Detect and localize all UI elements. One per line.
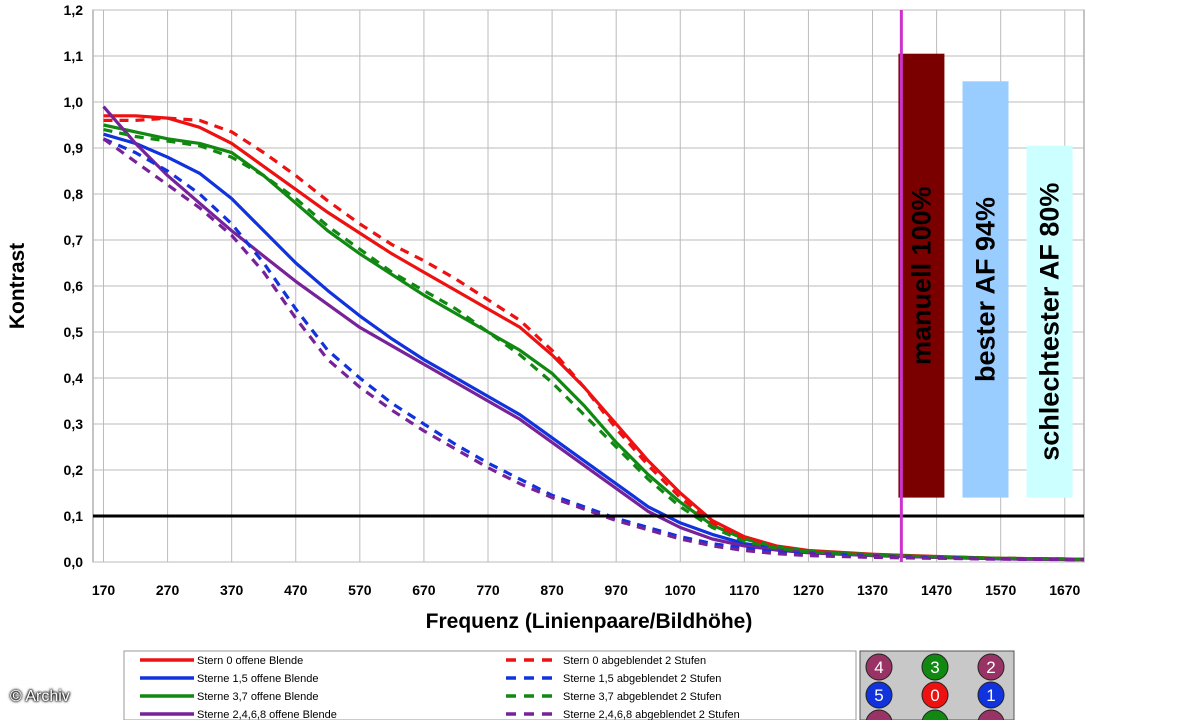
y-tick-label: 1,1 (64, 48, 84, 64)
y-tick-label: 0,3 (64, 416, 84, 432)
x-tick-label: 470 (284, 582, 308, 598)
y-tick-label: 0,9 (64, 140, 84, 156)
y-tick-label: 0,2 (64, 462, 84, 478)
y-tick-label: 0,7 (64, 232, 84, 248)
legend-entry: Stern 0 offene Blende (197, 655, 303, 667)
legend-entry: Sterne 3,7 abgeblendet 2 Stufen (563, 691, 721, 703)
x-tick-label: 1370 (857, 582, 888, 598)
star-key-label: 0 (930, 686, 939, 705)
y-axis-title: Kontrast (6, 243, 29, 329)
star-key-dot (865, 681, 893, 709)
legend-box (123, 650, 857, 720)
star-key: 4 3 2 5 0 1 (865, 653, 1005, 720)
x-tick-label: 1170 (729, 582, 760, 598)
x-tick-label: 170 (92, 582, 116, 598)
legend-entry: Stern 0 abgeblendet 2 Stufen (563, 655, 706, 667)
copyright-notice: © Archiv (10, 688, 70, 705)
x-tick-label: 270 (156, 582, 180, 598)
legend-entry: Sterne 1,5 offene Blende (197, 673, 319, 685)
legend-entry: Sterne 2,4,6,8 offene Blende (197, 709, 337, 720)
series-line (103, 123, 1085, 561)
series-line (102, 137, 1085, 562)
x-tick-label: 570 (348, 582, 372, 598)
star-key-dot (865, 653, 893, 681)
star-key-label: 1 (986, 686, 995, 705)
x-tick-label: 670 (412, 582, 436, 598)
y-tick-label: 0,8 (64, 186, 84, 202)
series-line (103, 128, 1085, 561)
legend-entry: Sterne 1,5 abgeblendet 2 Stufen (563, 673, 721, 685)
bar (962, 81, 1009, 498)
star-key-label: 4 (874, 658, 883, 677)
star-key-label: 3 (930, 658, 939, 677)
bar (1026, 145, 1073, 498)
x-tick-labels: 170 270 370 470 570 670 770 870 970 1070 1170 1270 1… (92, 582, 1081, 598)
x-tick-label: 1470 (921, 582, 952, 598)
star-key-label: 5 (874, 686, 883, 705)
bar-label: schlechtester AF 80% (1035, 183, 1065, 461)
y-tick-label: 1,0 (64, 94, 84, 110)
star-key-dot (977, 709, 1005, 720)
x-axis-title: Frequenz (Linienpaare/Bildhöhe) (426, 610, 753, 633)
star-key-dot (921, 653, 949, 681)
x-tick-label: 870 (540, 582, 564, 598)
x-tick-label: 1270 (793, 582, 824, 598)
x-tick-label: 970 (605, 582, 629, 598)
star-key-dot (921, 709, 949, 720)
star-key-dot (921, 681, 949, 709)
y-tick-labels: 0,0 0,1 0,2 0,3 0,4 0,5 0,6 0,7 0,8 0,9 1,0 1,1 1,2 (64, 2, 84, 570)
y-tick-label: 0,4 (64, 370, 84, 386)
series-lines (102, 105, 1085, 562)
bar-label: bester AF 94% (971, 197, 1001, 382)
x-tick-label: 370 (220, 582, 244, 598)
y-tick-label: 0,1 (64, 508, 84, 524)
star-key-label: 2 (986, 658, 995, 677)
x-tick-label: 770 (476, 582, 500, 598)
y-tick-label: 0,0 (64, 554, 84, 570)
y-tick-label: 0,5 (64, 324, 84, 340)
legend-entry: Sterne 3,7 offene Blende (197, 691, 319, 703)
x-tick-label: 1670 (1049, 582, 1080, 598)
bar-label: manuell 100% (906, 186, 936, 365)
legend: Stern 0 offene Blende Sterne 1,5 offene B… (140, 655, 740, 720)
y-tick-label: 0,6 (64, 278, 84, 294)
bar (898, 53, 945, 498)
x-tick-label: 1570 (985, 582, 1016, 598)
x-tick-label: 1070 (665, 582, 696, 598)
bars: manuell 100% bester AF 94% schlechtester A… (898, 53, 1073, 498)
star-key-dot (865, 709, 893, 720)
star-key-dot (977, 681, 1005, 709)
y-tick-label: 1,2 (64, 2, 84, 18)
reference-lines (93, 10, 1084, 562)
legend-entry: Sterne 2,4,6,8 abgeblendet 2 Stufen (563, 709, 740, 720)
star-key-dot (977, 653, 1005, 681)
